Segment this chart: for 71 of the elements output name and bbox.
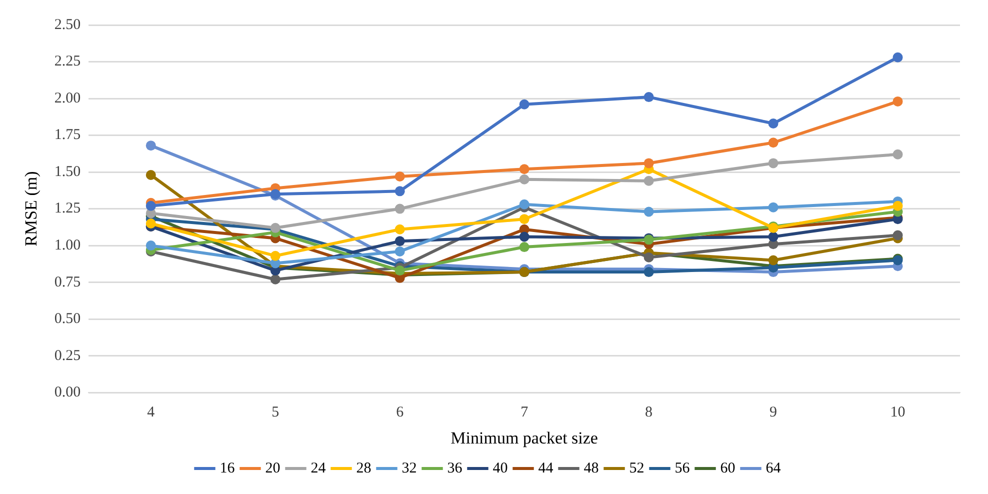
- x-tick-label: 4: [147, 404, 156, 421]
- y-tick-label: 0.25: [54, 348, 81, 364]
- x-tick-label: 7: [520, 404, 529, 421]
- legend-label: 52: [629, 460, 644, 476]
- point: [768, 138, 778, 148]
- point: [394, 186, 405, 196]
- y-tick-label: 0.75: [54, 274, 81, 290]
- point: [146, 218, 156, 229]
- legend-label: 56: [674, 460, 690, 476]
- point: [146, 200, 156, 211]
- legend-label: 48: [584, 460, 599, 476]
- legend-label: 16: [220, 460, 236, 476]
- point: [892, 96, 903, 106]
- legend-label: 20: [265, 460, 280, 476]
- point: [892, 200, 903, 211]
- x-tick-label: 10: [890, 404, 906, 421]
- point: [394, 204, 405, 214]
- y-tick-label: 1.25: [54, 200, 81, 217]
- legend-label: 24: [310, 460, 326, 476]
- y-tick-label: 1.75: [54, 127, 81, 144]
- point: [644, 206, 654, 217]
- y-tick-label: 1.00: [54, 237, 81, 254]
- legend-label: 60: [720, 460, 736, 476]
- point: [768, 158, 778, 168]
- point: [892, 52, 903, 62]
- point: [519, 99, 530, 110]
- y-tick-label: 2.25: [54, 54, 81, 70]
- y-tick-label: 0.50: [54, 311, 81, 328]
- legend-label: 28: [356, 460, 372, 476]
- point: [519, 174, 530, 184]
- point: [146, 140, 156, 151]
- point: [146, 240, 156, 251]
- point: [768, 118, 778, 129]
- point: [644, 92, 654, 102]
- point: [768, 202, 778, 212]
- point: [394, 236, 405, 246]
- legend-label: 36: [447, 460, 463, 476]
- x-axis-title: Minimum packet size: [450, 428, 598, 448]
- legend-label: 32: [402, 460, 417, 476]
- legend-label: 40: [492, 460, 508, 476]
- point: [519, 232, 530, 242]
- point: [270, 274, 280, 284]
- point: [644, 252, 654, 262]
- point: [644, 158, 654, 168]
- point: [644, 176, 654, 186]
- legend-label: 64: [766, 460, 782, 476]
- y-tick-label: 2.50: [54, 16, 81, 33]
- y-tick-label: 1.50: [54, 164, 81, 180]
- y-tick-label: 2.00: [54, 90, 81, 106]
- point: [892, 149, 903, 160]
- legend-label: 44: [538, 460, 554, 476]
- point: [394, 246, 405, 256]
- point: [146, 170, 156, 180]
- point: [644, 267, 654, 278]
- y-axis-title: RMSE (m): [22, 171, 41, 246]
- point: [519, 164, 530, 174]
- point: [892, 230, 903, 240]
- point: [394, 171, 405, 182]
- point: [270, 250, 280, 261]
- x-tick-label: 8: [645, 404, 653, 421]
- x-tick-label: 9: [770, 404, 778, 421]
- x-tick-label: 5: [272, 404, 280, 421]
- x-tick-label: 6: [396, 404, 404, 421]
- point: [394, 224, 405, 234]
- point: [768, 255, 778, 266]
- point: [768, 232, 778, 242]
- y-tick-label: 0.00: [54, 384, 81, 401]
- point: [519, 214, 530, 224]
- point: [519, 199, 530, 210]
- point: [394, 266, 405, 276]
- point: [519, 242, 530, 252]
